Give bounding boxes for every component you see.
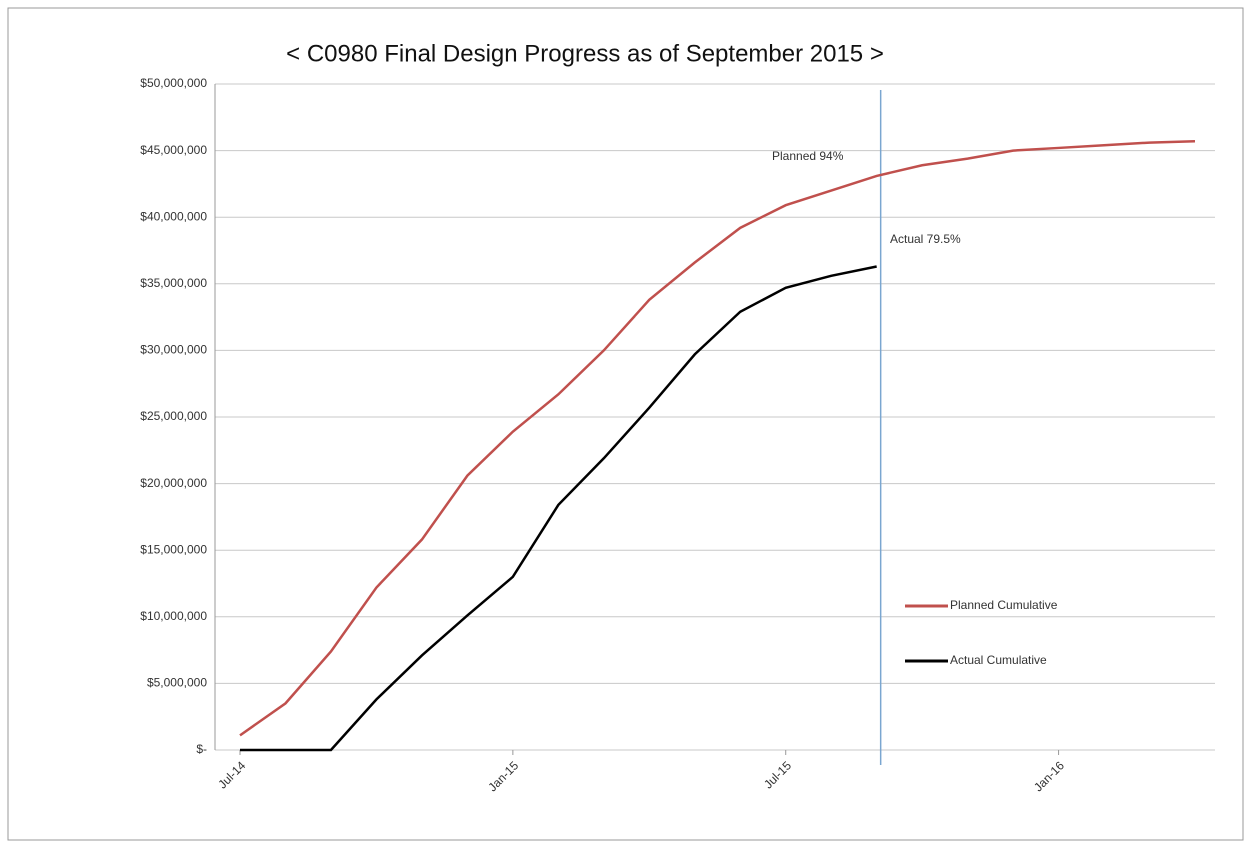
series-line [239, 140, 1196, 737]
chart-title: < C0980 Final Design Progress as of Sept… [286, 40, 884, 67]
series-line [240, 265, 877, 752]
y-tick-label: $50,000,000 [140, 76, 207, 90]
y-tick-label: $45,000,000 [140, 143, 207, 157]
chart-frame [7, 7, 1244, 841]
legend-label: Actual Cumulative [950, 653, 1047, 667]
annotation: Actual 79.5% [890, 232, 961, 246]
y-tick-label: $10,000,000 [140, 609, 207, 623]
y-tick-label: $5,000,000 [147, 676, 207, 690]
y-tick-label: $- [196, 742, 207, 756]
y-tick-label: $35,000,000 [140, 276, 207, 290]
y-tick-label: $20,000,000 [140, 476, 207, 490]
y-tick-label: $15,000,000 [140, 542, 207, 556]
y-tick-label: $40,000,000 [140, 209, 207, 223]
annotation: Planned 94% [772, 149, 844, 163]
y-tick-label: $25,000,000 [140, 409, 207, 423]
legend-label: Planned Cumulative [950, 598, 1058, 612]
y-tick-label: $30,000,000 [140, 343, 207, 357]
